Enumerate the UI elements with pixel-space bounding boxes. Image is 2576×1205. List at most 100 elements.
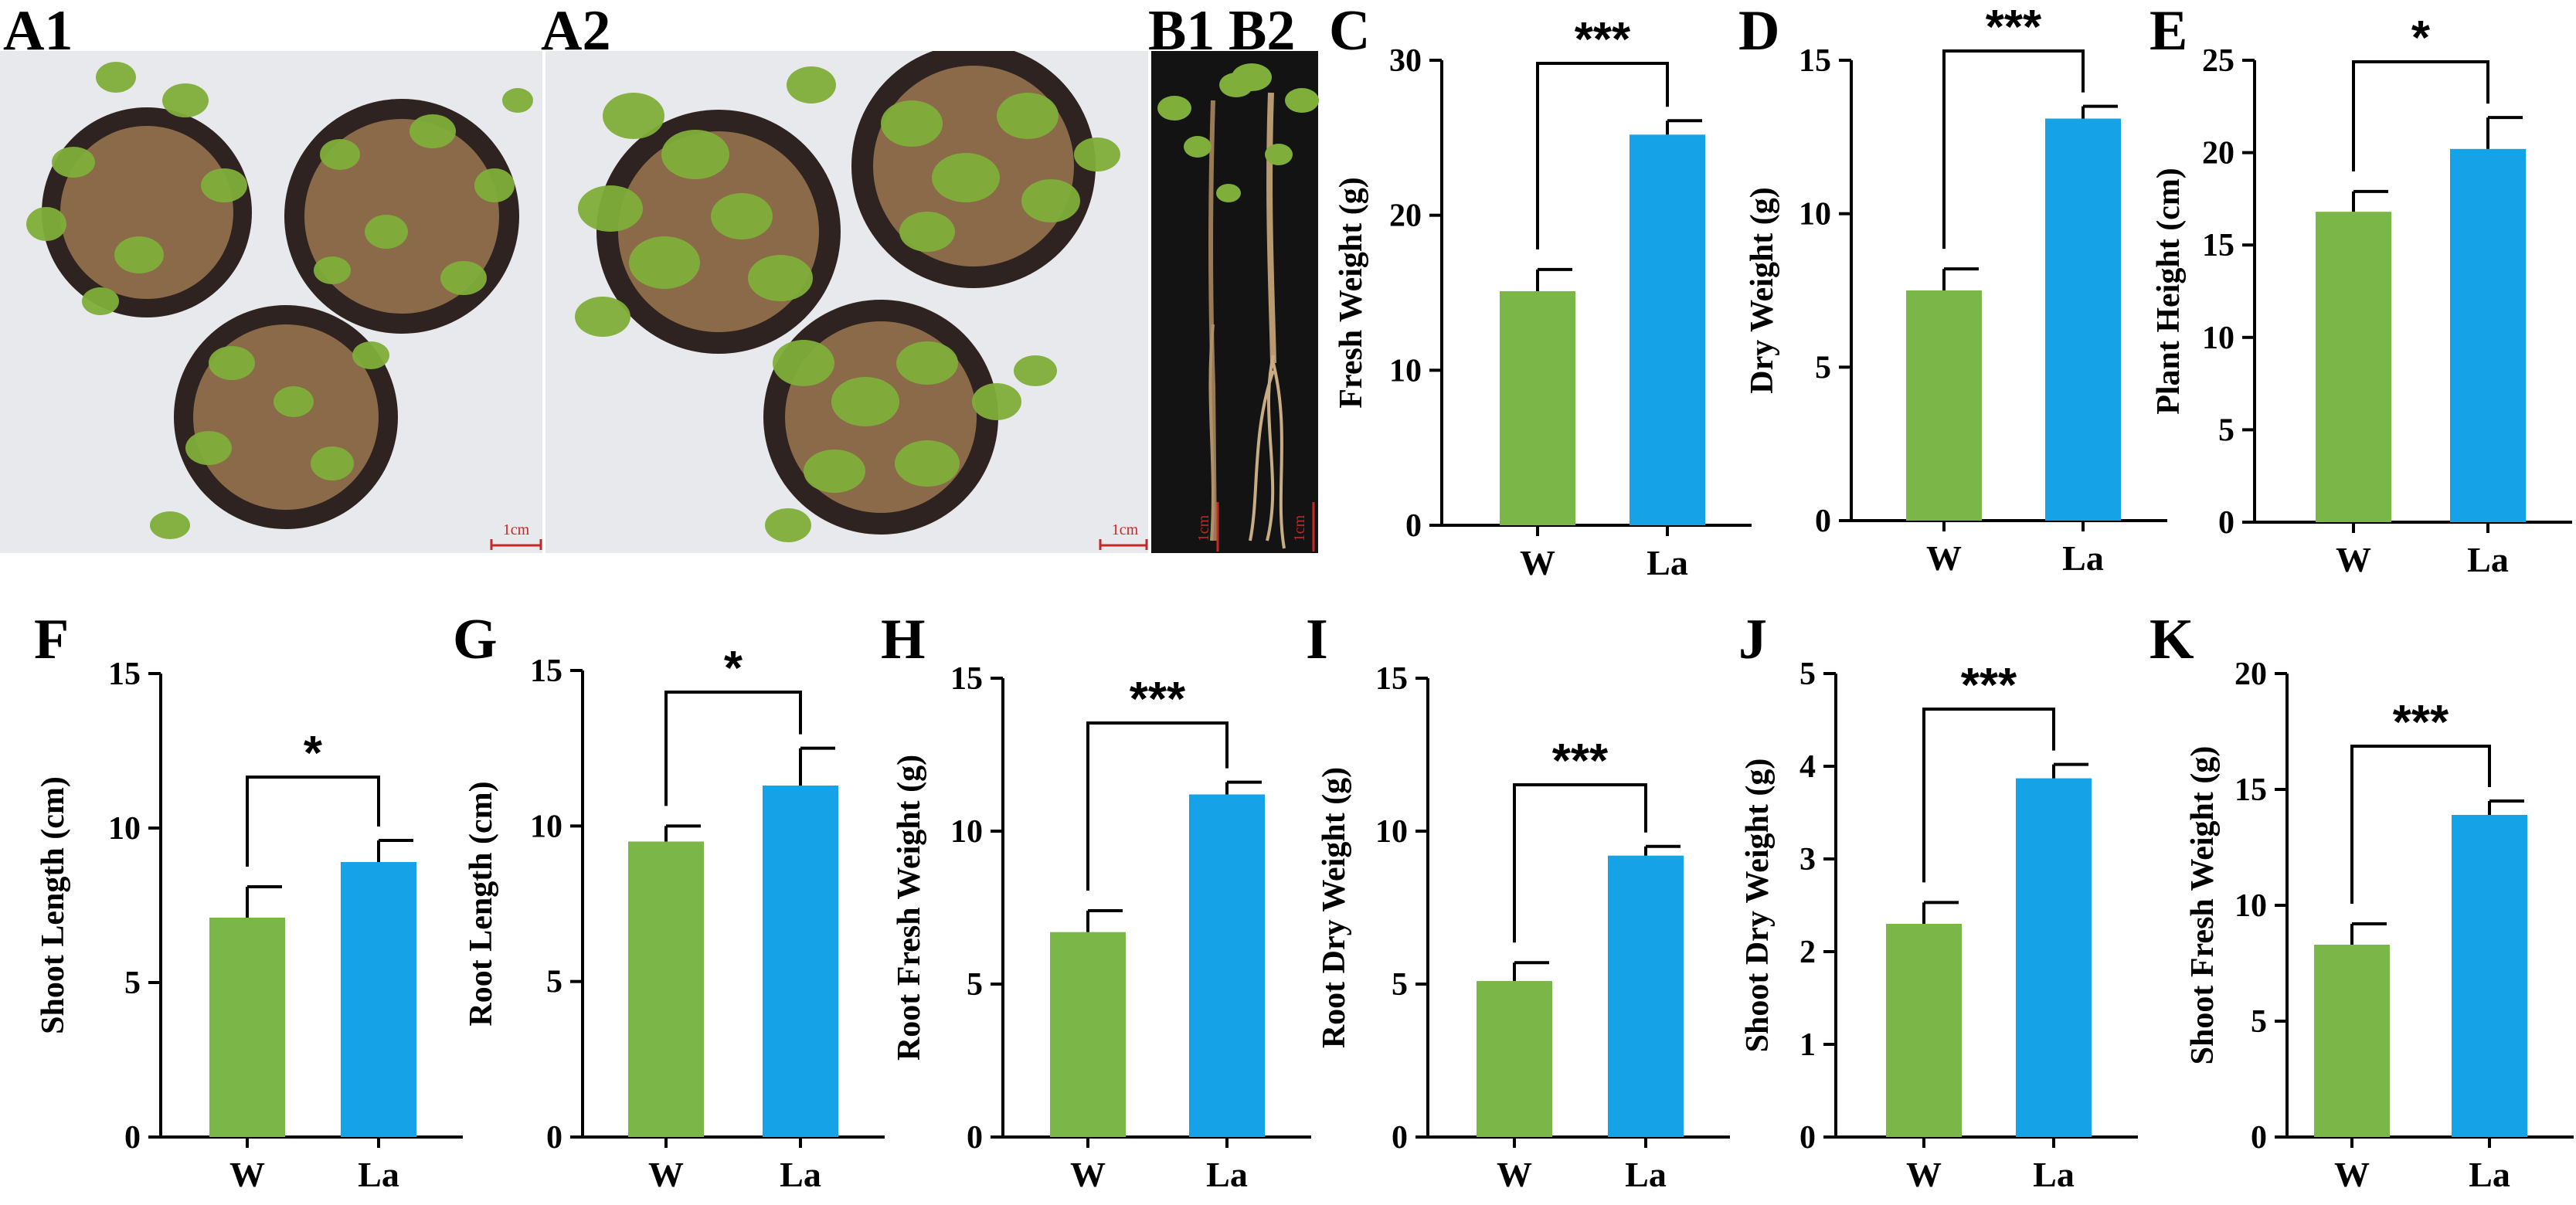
bar-la	[2016, 778, 2092, 1137]
scale-bar-label-b1: 1cm	[1195, 514, 1212, 541]
y-tick-label: 10	[2234, 888, 2267, 924]
bar-la	[1630, 134, 1705, 525]
pot-a1-top-right	[284, 99, 519, 334]
y-tick-label: 5	[1815, 350, 1831, 385]
significance-label: ***	[1961, 659, 2017, 712]
y-tick-label: 0	[1799, 1120, 1816, 1156]
panel-label-c: C	[1329, 0, 1370, 63]
y-tick-label: 5	[2251, 1004, 2267, 1040]
panel-label-f: F	[34, 608, 69, 671]
y-tick-label: 30	[1389, 43, 1422, 79]
panel-label-j: J	[1738, 608, 1767, 671]
chart-panel-k: K Shoot Fresh Weight (g) 0 5 10 15 20 W La ***	[2149, 608, 2574, 1194]
y-tick-label: 2	[1799, 935, 1816, 970]
x-tick-label-w: W	[1906, 1155, 1942, 1194]
chart-panel-j: J Shoot Dry Weight (g) 0 1 2 3 4 5 W La ***	[1738, 608, 2138, 1194]
y-axis-title: Shoot Length (cm)	[36, 776, 71, 1034]
y-tick-label: 4	[1799, 749, 1816, 785]
x-tick-label-la: La	[2062, 538, 2104, 578]
y-tick-label: 5	[1799, 657, 1816, 692]
chart-panel-h: H Root Fresh Weight (g) 0 5 10 15 W La ***	[881, 608, 1311, 1194]
y-axis-title: Root Length (cm)	[464, 781, 499, 1026]
significance-label: ***	[1575, 13, 1631, 66]
panel-label-g: G	[453, 608, 498, 671]
y-tick-label: 5	[546, 965, 562, 1000]
y-tick-label: 5	[967, 967, 983, 1003]
panel-label-h: H	[881, 608, 926, 671]
significance-bracket	[246, 776, 380, 867]
bar-la	[2452, 815, 2527, 1137]
significance-label: *	[304, 727, 323, 780]
chart-panel-g: G Root Length (cm) 0 5 10 15 W La *	[453, 608, 885, 1194]
y-tick-label: 0	[124, 1120, 141, 1156]
plant-b1	[1157, 73, 1253, 541]
significance-label: ***	[1130, 673, 1186, 726]
scale-bar-label-b2: 1cm	[1291, 514, 1308, 541]
pot-a1-bottom	[174, 305, 398, 529]
significance-bracket	[664, 691, 802, 806]
chart-panel-f: F Shoot Length (cm) 0 5 10 15 W La *	[34, 608, 463, 1194]
panel-label-b2: B2	[1229, 0, 1295, 63]
y-tick-label: 15	[2202, 228, 2234, 263]
y-tick-label: 10	[108, 811, 141, 847]
x-tick-label-la: La	[2033, 1155, 2075, 1194]
x-tick-label-w: W	[2334, 1155, 2370, 1194]
bar-w	[1477, 981, 1552, 1137]
y-tick-label: 5	[124, 966, 141, 1001]
bar-la	[2450, 148, 2526, 523]
bar-w	[628, 841, 704, 1137]
y-axis-title: Plant Height (cm)	[2151, 168, 2187, 415]
x-tick-label-la: La	[1625, 1155, 1667, 1194]
y-tick-label: 10	[2202, 321, 2234, 356]
y-tick-label: 0	[546, 1120, 562, 1156]
bar-la	[1189, 794, 1265, 1137]
y-tick-label: 5	[1392, 967, 1408, 1003]
significance-bracket	[1922, 708, 2055, 883]
bar-w	[1906, 290, 1982, 521]
y-axis-title: Fresh Weight (g)	[1334, 177, 1369, 408]
panel-label-a1: A1	[3, 0, 73, 63]
y-tick-label: 10	[950, 814, 983, 850]
y-tick-label: 15	[2234, 772, 2267, 808]
chart-panel-c: C Fresh Weight (g) 0 10 20 30 W La ***	[1329, 0, 1752, 582]
bar-la	[763, 785, 838, 1137]
bar-la	[2045, 118, 2121, 521]
x-tick-label-w: W	[648, 1155, 684, 1194]
x-tick-label-la: La	[780, 1155, 821, 1194]
significance-bracket	[2352, 60, 2489, 171]
x-tick-label-la: La	[2467, 540, 2509, 579]
significance-bracket	[1536, 62, 1669, 249]
bar-w	[2316, 212, 2391, 522]
significance-bracket	[2350, 745, 2491, 904]
y-tick-label: 0	[1392, 1120, 1408, 1156]
panel-label-b1: B1	[1148, 0, 1215, 63]
significance-label: *	[2411, 12, 2431, 65]
x-tick-label-w: W	[1070, 1155, 1106, 1194]
plant-b2	[1232, 63, 1319, 549]
y-tick-label: 0	[2251, 1120, 2267, 1156]
panel-label-k: K	[2149, 608, 2194, 671]
y-tick-label: 0	[2218, 505, 2234, 541]
significance-label: *	[724, 642, 743, 695]
y-tick-label: 0	[1815, 504, 1831, 539]
x-tick-label-w: W	[229, 1155, 265, 1194]
y-tick-label: 3	[1799, 842, 1816, 877]
photo-b: 1cm 1cm	[1151, 51, 1319, 553]
bar-la	[1608, 855, 1684, 1137]
bar-la	[341, 862, 416, 1137]
panel-label-e: E	[2149, 0, 2187, 63]
chart-panel-i: I Root Dry Weight (g) 0 5 10 15 W La ***	[1306, 608, 1730, 1194]
x-tick-label-w: W	[1926, 538, 1962, 578]
y-tick-label: 25	[2202, 43, 2234, 79]
x-tick-label-la: La	[358, 1155, 399, 1194]
bar-w	[209, 918, 285, 1137]
y-axis-title: Shoot Fresh Weight (g)	[2185, 746, 2221, 1065]
bar-w	[2314, 945, 2390, 1137]
photo-a2: 1cm	[545, 51, 1148, 553]
y-tick-label: 15	[950, 661, 983, 697]
y-tick-label: 10	[1389, 353, 1422, 389]
y-tick-label: 10	[530, 809, 562, 844]
scale-bar-a1: 1cm	[490, 521, 542, 550]
pot-a1-top-left	[42, 107, 252, 317]
